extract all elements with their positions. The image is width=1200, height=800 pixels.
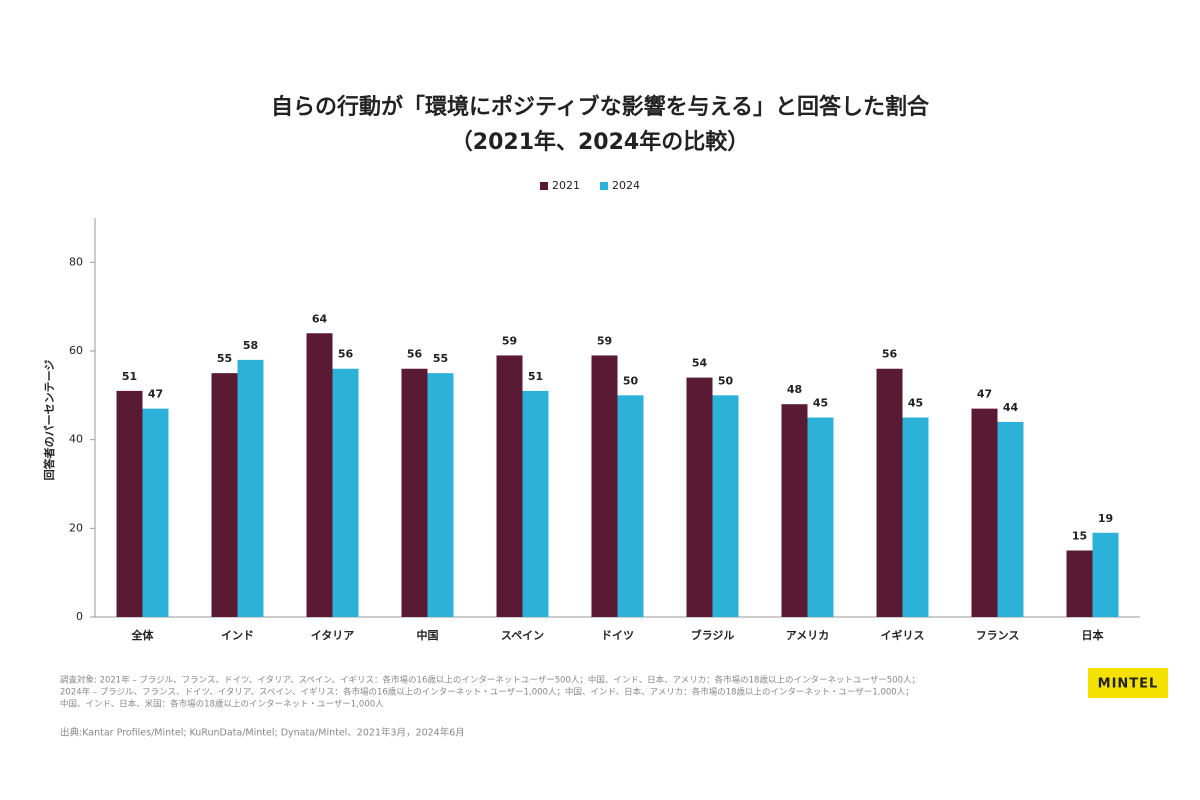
data-label: 64 bbox=[312, 312, 328, 325]
y-tick-label: 80 bbox=[69, 255, 83, 268]
note: 中国、インド、日本、米国：各市場の18歳以上のインターネット・ユーザー1,000… bbox=[60, 699, 384, 710]
data-label: 59 bbox=[597, 334, 612, 347]
bar bbox=[997, 421, 1024, 617]
data-label: 51 bbox=[528, 370, 543, 383]
bar bbox=[617, 395, 644, 617]
bar bbox=[211, 373, 238, 617]
bar bbox=[1092, 532, 1119, 617]
bar bbox=[401, 368, 428, 617]
legend-label: 2024 bbox=[612, 179, 640, 192]
legend-swatch bbox=[540, 182, 548, 190]
x-tick-label: 全体 bbox=[131, 628, 155, 642]
data-label: 58 bbox=[243, 339, 258, 352]
data-label: 45 bbox=[908, 397, 923, 410]
note: 2024年 – ブラジル、フランス、ドイツ、イタリア、スペイン、イギリス：各市場… bbox=[60, 687, 914, 698]
data-label: 55 bbox=[217, 352, 232, 365]
y-tick-label: 60 bbox=[69, 344, 83, 357]
data-label: 59 bbox=[502, 334, 517, 347]
bar bbox=[332, 368, 359, 617]
y-axis-label: 回答者のパーセンテージ bbox=[42, 360, 56, 481]
data-label: 56 bbox=[407, 348, 423, 361]
data-label: 19 bbox=[1098, 512, 1113, 525]
bar bbox=[712, 395, 739, 617]
data-label: 56 bbox=[882, 348, 898, 361]
bar bbox=[116, 390, 143, 617]
data-label: 50 bbox=[623, 374, 639, 387]
bar bbox=[781, 404, 808, 617]
y-tick-label: 40 bbox=[69, 433, 83, 446]
y-tick-label: 20 bbox=[69, 521, 83, 534]
bar bbox=[686, 377, 713, 617]
bar bbox=[807, 417, 834, 617]
data-label: 15 bbox=[1072, 530, 1087, 543]
bar bbox=[522, 390, 549, 617]
data-label: 45 bbox=[813, 397, 828, 410]
data-label: 56 bbox=[338, 348, 354, 361]
x-tick-label: インド bbox=[221, 629, 254, 642]
bar bbox=[496, 355, 523, 617]
chart-subtitle: （2021年、2024年の比較） bbox=[451, 129, 749, 155]
x-tick-label: ドイツ bbox=[601, 629, 634, 642]
bar bbox=[237, 359, 264, 617]
data-label: 54 bbox=[692, 357, 708, 370]
logo-box bbox=[1088, 668, 1168, 698]
bar bbox=[306, 333, 333, 617]
data-label: 50 bbox=[718, 374, 734, 387]
y-tick-label: 0 bbox=[76, 610, 83, 623]
data-label: 47 bbox=[977, 388, 992, 401]
data-label: 51 bbox=[122, 370, 137, 383]
data-label: 55 bbox=[433, 352, 448, 365]
bar bbox=[1066, 550, 1093, 617]
x-tick-label: スペイン bbox=[501, 629, 544, 642]
data-label: 47 bbox=[148, 388, 163, 401]
logo: MINTEL bbox=[1098, 677, 1159, 692]
data-label: 44 bbox=[1003, 401, 1019, 414]
x-tick-label: 日本 bbox=[1082, 628, 1104, 642]
data-label: 48 bbox=[787, 383, 802, 396]
note: 調査対象: 2021年 – ブラジル、フランス、ドイツ、イタリア、スペイン、イギ… bbox=[60, 675, 920, 686]
x-tick-label: ブラジル bbox=[691, 628, 735, 642]
bar bbox=[591, 355, 618, 617]
x-tick-label: イギリス bbox=[881, 628, 925, 642]
legend-label: 2021 bbox=[552, 179, 580, 192]
bar bbox=[142, 408, 169, 617]
bar bbox=[902, 417, 929, 617]
x-tick-label: イタリア bbox=[311, 629, 355, 642]
bar bbox=[427, 373, 454, 617]
source: 出典:Kantar Profiles/Mintel; KuRunData/Min… bbox=[60, 727, 465, 739]
chart-title: 自らの行動が「環境にポジティブな影響を与える」と回答した割合 bbox=[271, 94, 930, 120]
x-tick-label: アメリカ bbox=[786, 629, 829, 642]
bar bbox=[876, 368, 903, 617]
x-tick-label: フランス bbox=[976, 629, 1020, 642]
bar bbox=[971, 408, 998, 617]
x-tick-label: 中国 bbox=[417, 628, 439, 642]
legend-swatch bbox=[600, 182, 608, 190]
